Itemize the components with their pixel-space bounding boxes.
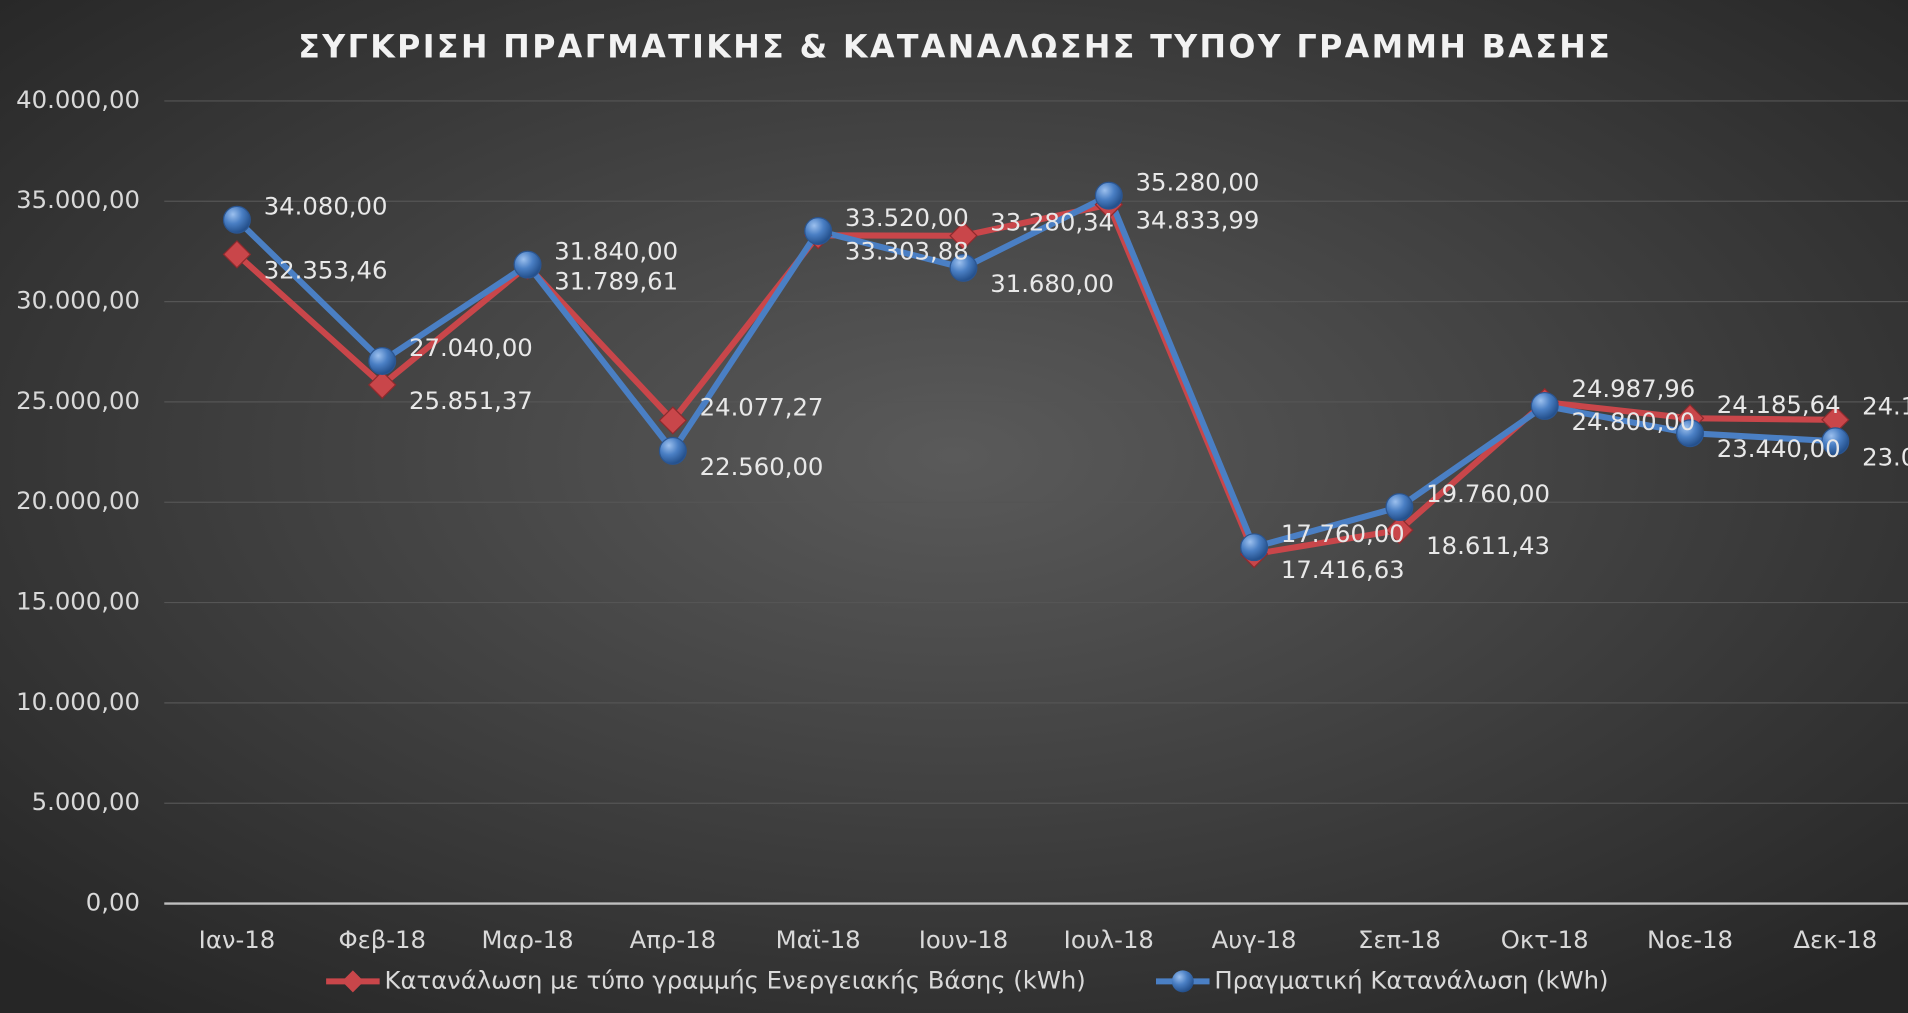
point xyxy=(1094,181,1123,210)
y-tick-label: 10.000,00 xyxy=(16,687,140,716)
x-tick-label: Αυγ-18 xyxy=(1212,925,1297,954)
data-label: 18.611,43 xyxy=(1426,531,1550,560)
data-label: 24.108,43 xyxy=(1862,392,1908,421)
legend-marker xyxy=(1171,970,1194,993)
data-label: 22.560,00 xyxy=(700,452,824,481)
point xyxy=(1385,515,1414,545)
y-tick-label: 30.000,00 xyxy=(16,286,140,315)
point xyxy=(804,216,833,245)
point xyxy=(949,221,978,251)
x-tick-label: Μαϊ-18 xyxy=(776,925,861,954)
point xyxy=(949,253,978,282)
legend-marker xyxy=(341,970,364,993)
data-label: 17.760,00 xyxy=(1281,519,1405,548)
data-label: 25.851,37 xyxy=(409,386,533,415)
y-tick-label: 5.000,00 xyxy=(32,787,140,816)
data-label: 31.840,00 xyxy=(554,237,678,266)
y-tick-label: 0,00 xyxy=(86,888,140,917)
data-label: 23.040,00 xyxy=(1862,442,1908,471)
point xyxy=(513,250,542,279)
data-label: 34.833,99 xyxy=(1136,206,1260,235)
series-line xyxy=(234,192,1836,551)
data-label: 24.185,64 xyxy=(1717,390,1841,419)
y-tick-label: 40.000,00 xyxy=(16,85,140,114)
data-label: 34.080,00 xyxy=(264,192,388,221)
point xyxy=(1821,427,1850,456)
data-label: 27.040,00 xyxy=(409,333,533,362)
data-label: 31.789,61 xyxy=(554,267,678,296)
series-line xyxy=(234,201,1836,558)
point xyxy=(1676,419,1705,448)
data-label: 33.520,00 xyxy=(845,203,969,232)
chart-title: ΣΥΓΚΡΙΣΗ ΠΡΑΓΜΑΤΙΚΗΣ & ΚΑΤΑΝΑΛΩΣΗΣ ΤΥΠΟΥ… xyxy=(298,30,1612,66)
point xyxy=(368,346,397,375)
data-label: 33.303,88 xyxy=(845,236,969,265)
point xyxy=(222,205,251,234)
y-tick-label: 35.000,00 xyxy=(16,185,140,214)
x-tick-label: Οκτ-18 xyxy=(1501,925,1589,954)
x-tick-label: Σεπ-18 xyxy=(1358,925,1441,954)
point xyxy=(658,436,687,465)
data-label: 31.680,00 xyxy=(990,269,1114,298)
x-tick-label: Φεβ-18 xyxy=(338,925,426,954)
x-tick-label: Ιουλ-18 xyxy=(1064,925,1154,954)
data-label: 35.280,00 xyxy=(1136,167,1260,196)
legend-label: Πραγματική Κατανάλωση (kWh) xyxy=(1214,965,1608,994)
x-tick-label: Ιαν-18 xyxy=(199,925,276,954)
point xyxy=(1240,533,1269,562)
x-tick-label: Απρ-18 xyxy=(630,925,716,954)
data-label: 19.760,00 xyxy=(1426,479,1550,508)
x-tick-label: Ιουν-18 xyxy=(919,925,1008,954)
point xyxy=(658,406,688,435)
x-tick-label: Δεκ-18 xyxy=(1793,925,1877,954)
data-label: 24.800,00 xyxy=(1571,407,1695,436)
point xyxy=(1530,391,1559,420)
data-label: 32.353,46 xyxy=(264,255,388,284)
y-tick-label: 20.000,00 xyxy=(16,486,140,515)
data-label: 23.440,00 xyxy=(1717,434,1841,463)
data-label: 24.987,96 xyxy=(1571,374,1695,403)
data-label: 17.416,63 xyxy=(1281,555,1405,584)
point xyxy=(367,370,397,400)
y-tick-label: 25.000,00 xyxy=(16,386,140,415)
point xyxy=(222,240,252,269)
x-tick-label: Μαρ-18 xyxy=(481,925,573,954)
y-tick-label: 15.000,00 xyxy=(16,587,140,616)
legend-label: Κατανάλωση με τύπο γραμμής Ενεργειακής Β… xyxy=(385,965,1086,994)
data-label: 33.280,34 xyxy=(990,208,1114,237)
x-tick-label: Νοε-18 xyxy=(1647,925,1733,954)
data-label: 24.077,27 xyxy=(700,392,824,421)
point xyxy=(1385,493,1414,522)
